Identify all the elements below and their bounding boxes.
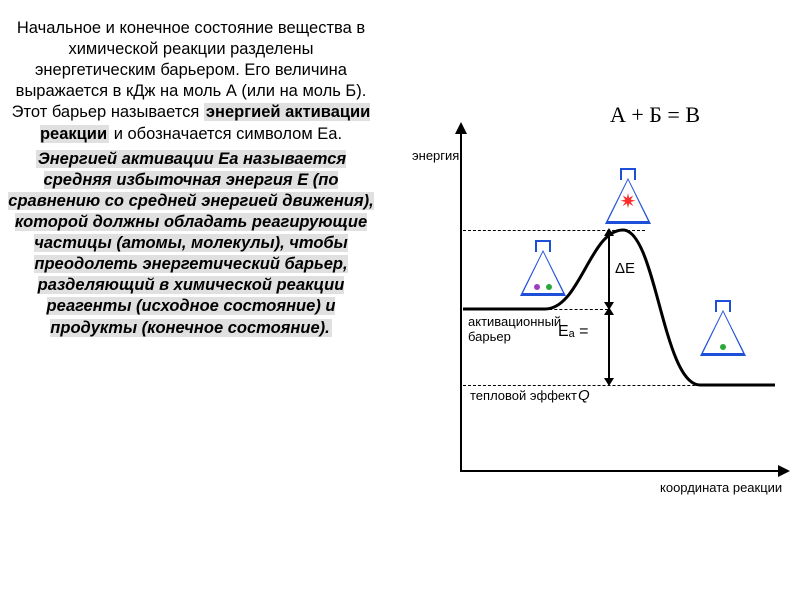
- paragraph-1: Начальное и конечное состояние вещества …: [6, 18, 376, 145]
- y-axis-arrow-icon: [455, 122, 467, 134]
- flask-reagents-icon: [520, 240, 566, 298]
- x-axis-arrow-icon: [778, 465, 790, 477]
- heat-effect-label: тепловой эффект: [470, 388, 577, 403]
- y-axis-label: энергия: [412, 148, 459, 163]
- paragraph-2: Энергией активации Еа называется средняя…: [6, 149, 376, 339]
- delta-e-label: ΔЕ: [615, 260, 635, 277]
- flask-activated-complex-icon: ✷: [605, 168, 651, 226]
- q-label: Q: [578, 387, 590, 404]
- energy-diagram: А + Б = В энергия координата реакции акт…: [380, 0, 800, 600]
- q-span: [608, 311, 610, 383]
- q-arrow-up-icon: [604, 307, 614, 315]
- text-column: Начальное и конечное состояние вещества …: [0, 0, 380, 600]
- dashed-line-product-level: [463, 385, 775, 386]
- y-axis: [460, 130, 462, 470]
- x-axis-label: координата реакции: [660, 480, 782, 495]
- dashed-line-barrier-top: [463, 230, 645, 231]
- delta-e-arrow-up-icon: [604, 228, 614, 236]
- ea-label: Еₐ =: [558, 323, 588, 341]
- dashed-line-reagent-level: [463, 309, 608, 310]
- delta-e-span: [608, 232, 610, 307]
- flask-product-icon: [700, 300, 746, 358]
- activation-barrier-label-line2: барьер: [468, 330, 511, 344]
- reaction-equation: А + Б = В: [610, 102, 700, 128]
- q-arrow-down-icon: [604, 378, 614, 386]
- x-axis: [460, 470, 780, 472]
- text-plain: и обозначается символом Еа.: [114, 125, 342, 143]
- text-definition: Энергией активации Еа называется средняя…: [8, 150, 373, 337]
- activation-barrier-label-line1: активационный: [468, 315, 561, 329]
- page-root: Начальное и конечное состояние вещества …: [0, 0, 800, 600]
